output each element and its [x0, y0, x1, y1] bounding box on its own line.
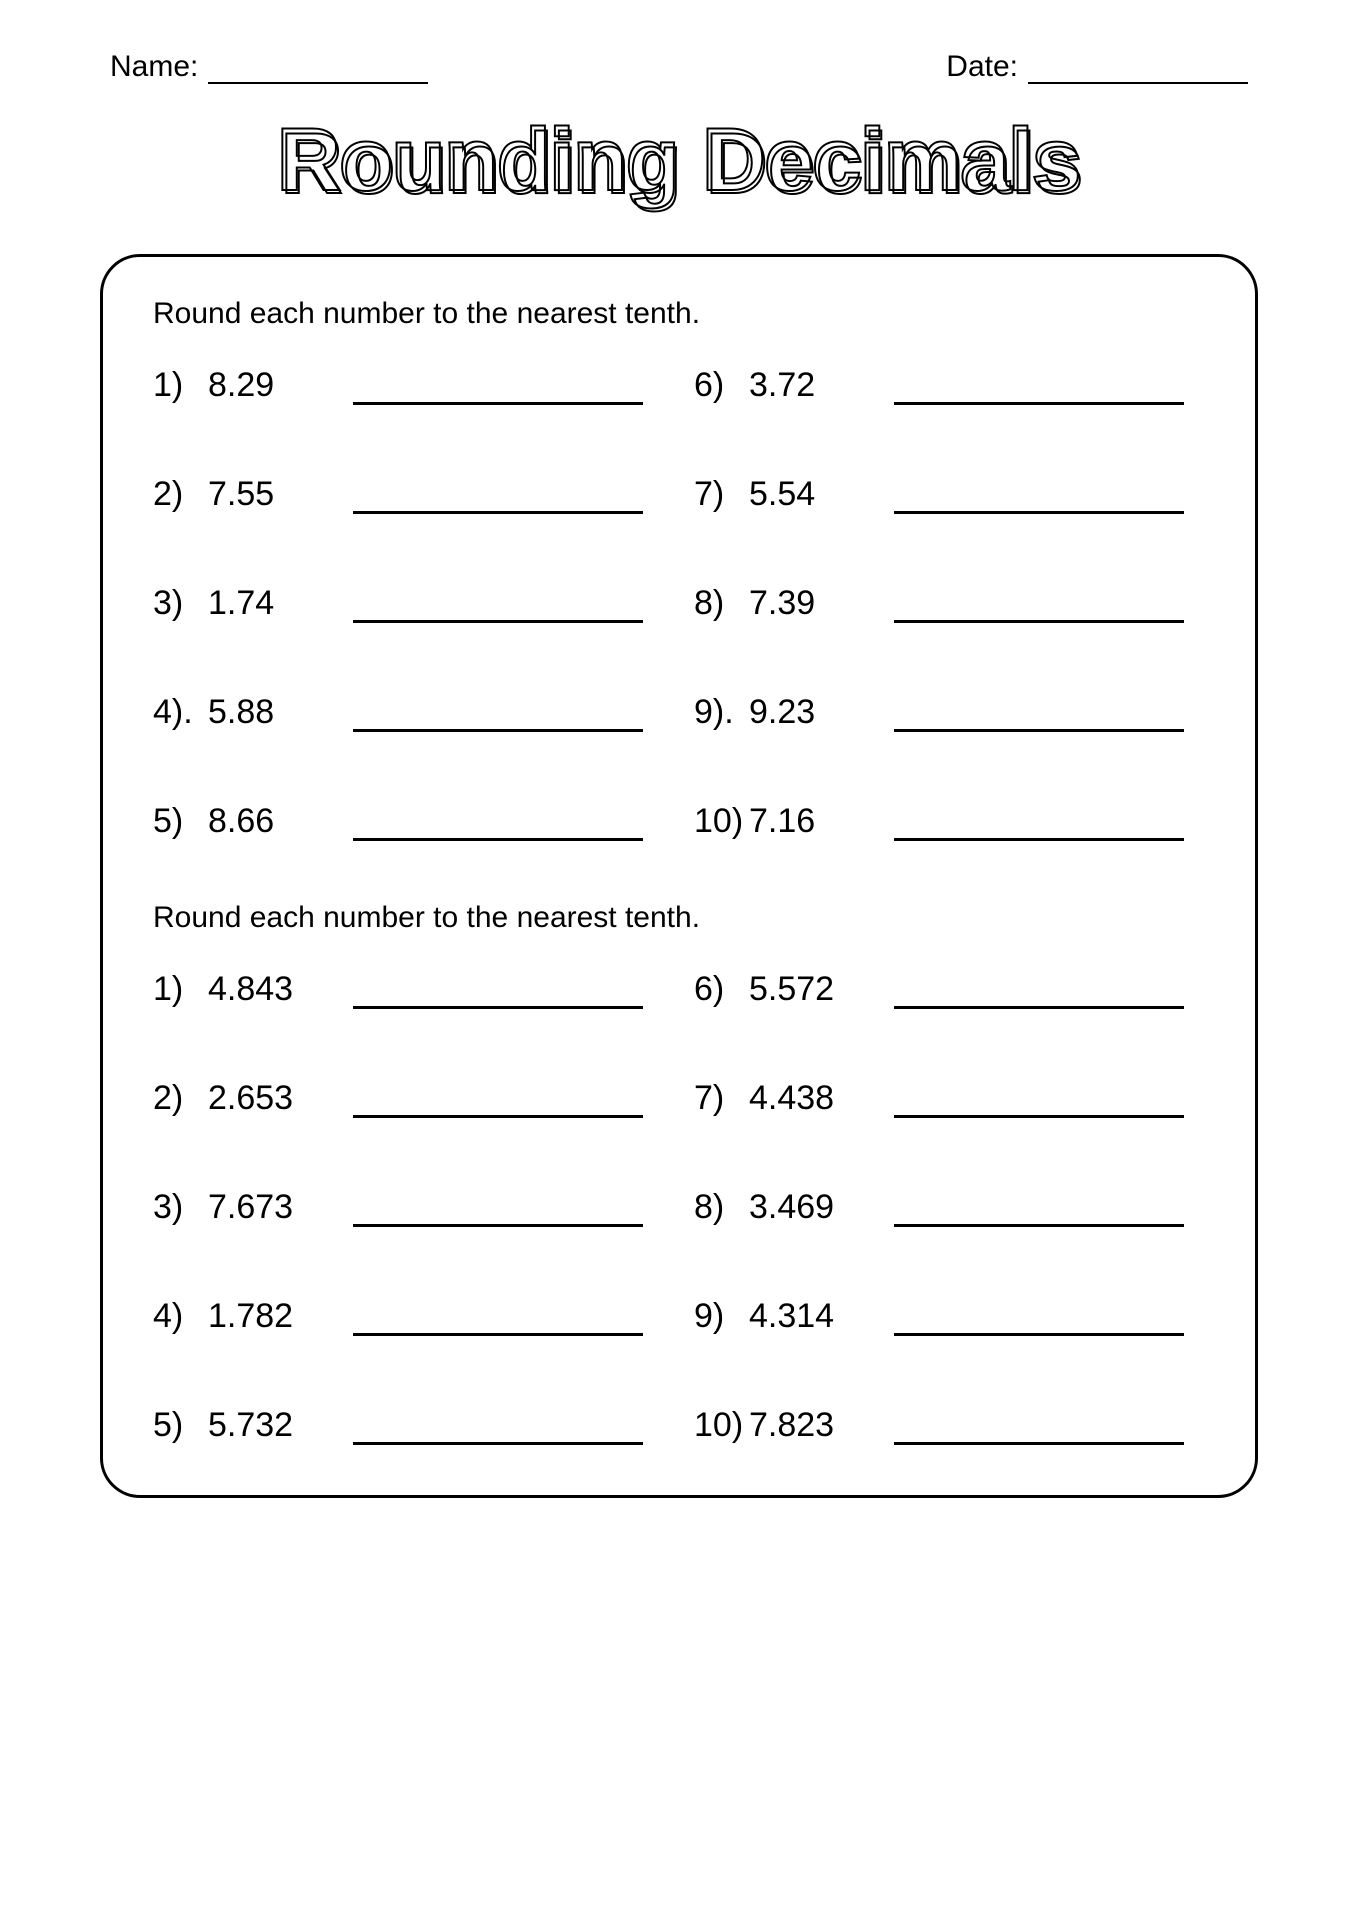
problem-value: 5.572 — [749, 970, 884, 1009]
problem-value: 7.673 — [208, 1188, 343, 1227]
problem: 3)7.673 — [153, 1188, 664, 1227]
problem-number: 8) — [694, 1188, 749, 1227]
problem: 1)8.29 — [153, 366, 664, 405]
problem: 7)5.54 — [694, 475, 1205, 514]
grid-2: 1)4.843 6)5.572 2)2.653 7)4.438 3)7.673 … — [153, 970, 1205, 1445]
problem-value: 4.314 — [749, 1297, 884, 1336]
problem-number: 3) — [153, 584, 208, 623]
problem: 10)7.823 — [694, 1406, 1205, 1445]
answer-line[interactable] — [894, 371, 1184, 405]
problem-number: 2) — [153, 475, 208, 514]
problem-value: 2.653 — [208, 1079, 343, 1118]
problem-number: 6) — [694, 970, 749, 1009]
problem: 1)4.843 — [153, 970, 664, 1009]
problem-value: 5.54 — [749, 475, 884, 514]
problem-value: 4.438 — [749, 1079, 884, 1118]
answer-line[interactable] — [353, 1084, 643, 1118]
answer-line[interactable] — [894, 480, 1184, 514]
problem-value: 9.23 — [749, 693, 884, 732]
header-row: Name: Date: — [100, 50, 1258, 84]
date-line[interactable] — [1028, 54, 1248, 84]
problem-value: 5.88 — [208, 693, 343, 732]
problem: 2)2.653 — [153, 1079, 664, 1118]
svg-text:Rounding Decimals: Rounding Decimals — [281, 116, 1084, 212]
problem-value: 8.66 — [208, 802, 343, 841]
instruction-2: Round each number to the nearest tenth. — [153, 901, 1205, 935]
answer-line[interactable] — [353, 698, 643, 732]
problem-value: 5.732 — [208, 1406, 343, 1445]
problem-number: 7) — [694, 1079, 749, 1118]
name-field[interactable]: Name: — [110, 50, 428, 84]
section-1: Round each number to the nearest tenth. … — [153, 297, 1205, 841]
problem-value: 1.782 — [208, 1297, 343, 1336]
answer-line[interactable] — [894, 589, 1184, 623]
problem-number: 10) — [694, 1406, 749, 1445]
problem-number: 10) — [694, 802, 749, 841]
problem-value: 7.823 — [749, 1406, 884, 1445]
problem-value: 3.72 — [749, 366, 884, 405]
answer-line[interactable] — [894, 1411, 1184, 1445]
problem: 7)4.438 — [694, 1079, 1205, 1118]
problem: 4)1.782 — [153, 1297, 664, 1336]
problem-number: 4) — [153, 1297, 208, 1336]
problem-value: 7.16 — [749, 802, 884, 841]
problem: 3)1.74 — [153, 584, 664, 623]
answer-line[interactable] — [894, 975, 1184, 1009]
date-label: Date: — [946, 50, 1018, 84]
answer-line[interactable] — [353, 1411, 643, 1445]
problem: 9).9.23 — [694, 693, 1205, 732]
problem: 8)3.469 — [694, 1188, 1205, 1227]
answer-line[interactable] — [353, 589, 643, 623]
problem-number: 4). — [153, 693, 208, 732]
problem-value: 8.29 — [208, 366, 343, 405]
problem-value: 7.55 — [208, 475, 343, 514]
answer-line[interactable] — [353, 807, 643, 841]
problem-number: 6) — [694, 366, 749, 405]
problem-number: 1) — [153, 366, 208, 405]
problem: 5)8.66 — [153, 802, 664, 841]
date-field[interactable]: Date: — [946, 50, 1248, 84]
problem: 2)7.55 — [153, 475, 664, 514]
name-label: Name: — [110, 50, 198, 84]
section-2: Round each number to the nearest tenth. … — [153, 901, 1205, 1445]
problem-value: 1.74 — [208, 584, 343, 623]
answer-line[interactable] — [894, 1193, 1184, 1227]
problem: 5)5.732 — [153, 1406, 664, 1445]
answer-line[interactable] — [353, 480, 643, 514]
problem-number: 9). — [694, 693, 749, 732]
problem-number: 7) — [694, 475, 749, 514]
answer-line[interactable] — [894, 1084, 1184, 1118]
problem: 6)3.72 — [694, 366, 1205, 405]
problem-number: 8) — [694, 584, 749, 623]
problem-number: 5) — [153, 802, 208, 841]
answer-line[interactable] — [894, 1302, 1184, 1336]
problem-number: 3) — [153, 1188, 208, 1227]
instruction-1: Round each number to the nearest tenth. — [153, 297, 1205, 331]
answer-line[interactable] — [353, 371, 643, 405]
problem-number: 9) — [694, 1297, 749, 1336]
grid-1: 1)8.29 6)3.72 2)7.55 7)5.54 3)1.74 8)7.3… — [153, 366, 1205, 841]
problem: 6)5.572 — [694, 970, 1205, 1009]
worksheet-panel: Round each number to the nearest tenth. … — [100, 254, 1258, 1498]
problem: 4).5.88 — [153, 693, 664, 732]
answer-line[interactable] — [353, 1302, 643, 1336]
answer-line[interactable] — [894, 807, 1184, 841]
problem-number: 1) — [153, 970, 208, 1009]
answer-line[interactable] — [353, 975, 643, 1009]
problem-value: 3.469 — [749, 1188, 884, 1227]
problem: 10)7.16 — [694, 802, 1205, 841]
answer-line[interactable] — [894, 698, 1184, 732]
name-line[interactable] — [208, 54, 428, 84]
problem-number: 2) — [153, 1079, 208, 1118]
problem: 9)4.314 — [694, 1297, 1205, 1336]
problem: 8)7.39 — [694, 584, 1205, 623]
problem-number: 5) — [153, 1406, 208, 1445]
page-title: Rounding Decimals Rounding Decimals — [100, 104, 1258, 224]
problem-value: 7.39 — [749, 584, 884, 623]
answer-line[interactable] — [353, 1193, 643, 1227]
problem-value: 4.843 — [208, 970, 343, 1009]
